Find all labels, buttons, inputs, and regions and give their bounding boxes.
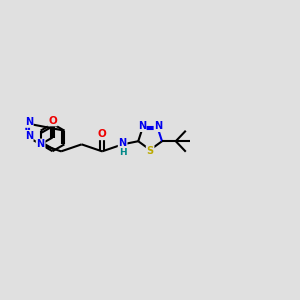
Text: N: N xyxy=(118,138,127,148)
Text: N: N xyxy=(138,121,146,131)
Text: N: N xyxy=(154,121,163,131)
Text: N: N xyxy=(25,117,33,127)
Text: O: O xyxy=(48,116,57,125)
Text: O: O xyxy=(98,129,106,140)
Text: S: S xyxy=(147,146,154,156)
Text: N: N xyxy=(25,131,33,141)
Text: H: H xyxy=(119,148,126,157)
Text: N: N xyxy=(37,140,45,149)
